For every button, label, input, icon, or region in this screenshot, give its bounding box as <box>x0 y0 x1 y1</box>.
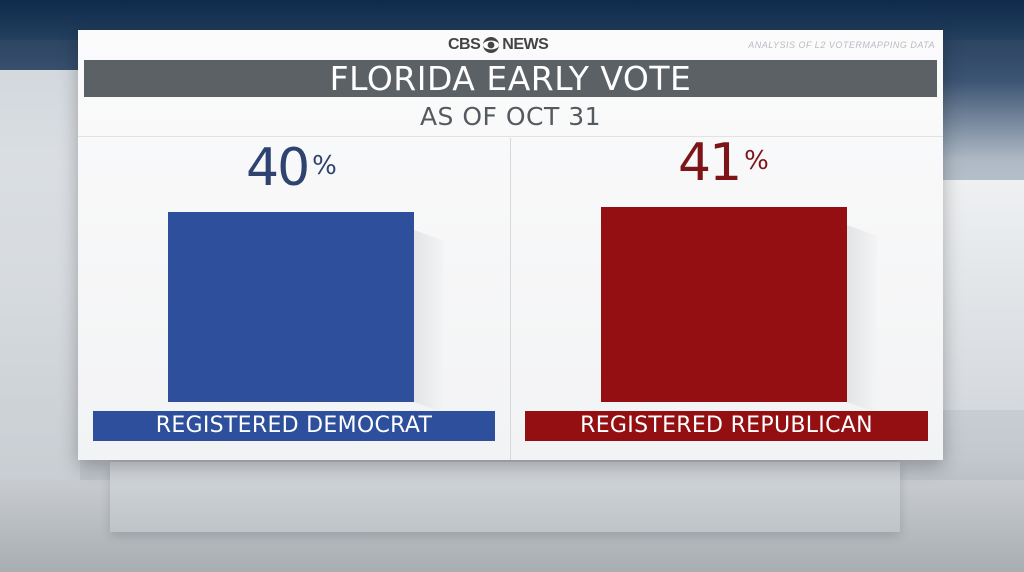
brand-text-left: CBS <box>448 36 481 53</box>
category-label-republican: REGISTERED REPUBLICAN <box>525 411 928 441</box>
brand-text-right: NEWS <box>502 36 549 53</box>
chart-title: FLORIDA EARLY VOTE <box>84 60 937 97</box>
chart-subtitle: AS OF OCT 31 <box>419 102 602 131</box>
percent-sign-republican: % <box>744 146 769 176</box>
bar-shadow-republican <box>847 225 877 413</box>
bar-democrat <box>168 212 414 402</box>
category-label-democrat: REGISTERED DEMOCRAT <box>93 411 495 441</box>
percent-value-democrat: 40 <box>246 138 310 198</box>
cbs-eye-icon <box>482 36 500 54</box>
divider-vertical <box>510 138 511 460</box>
brand-logo: CBS NEWS <box>448 36 549 54</box>
source-note: ANALYSIS OF L2 VOTERMAPPING DATA <box>748 40 935 50</box>
percent-sign-democrat: % <box>312 151 337 181</box>
graphic-board: CBS NEWS ANALYSIS OF L2 VOTERMAPPING DAT… <box>78 30 943 460</box>
bar-area-democrat <box>168 102 448 413</box>
bar-shadow-democrat <box>414 230 444 413</box>
divider-horizontal <box>78 136 943 137</box>
percent-value-republican: 41 <box>678 133 742 193</box>
background-step <box>110 462 900 532</box>
percent-label-democrat: 40% <box>246 142 337 194</box>
percent-label-republican: 41% <box>678 137 769 189</box>
bar-area-republican <box>601 102 881 413</box>
background-panel-right <box>942 180 1024 410</box>
bar-republican <box>601 207 847 402</box>
background-panel-left <box>0 70 80 490</box>
